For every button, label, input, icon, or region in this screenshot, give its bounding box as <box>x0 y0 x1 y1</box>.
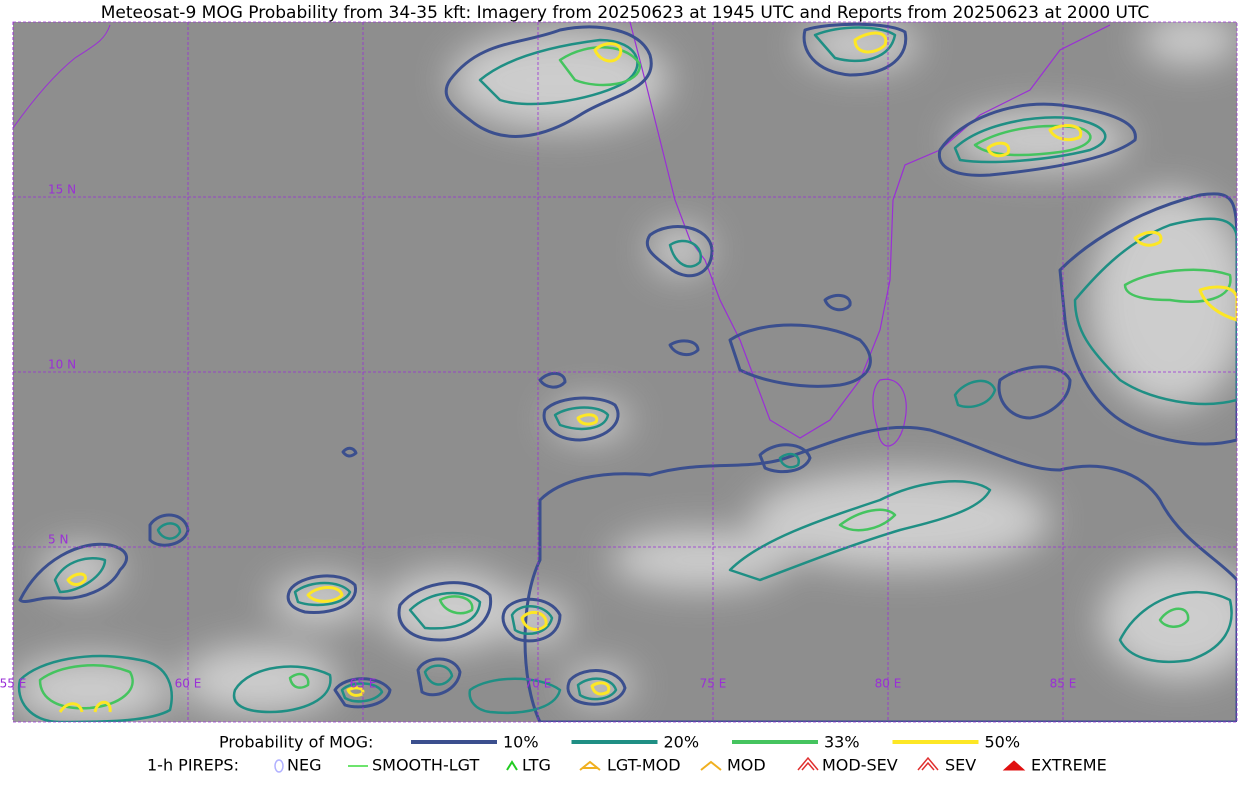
longitude-label: 85 E <box>1050 677 1077 691</box>
pirep-label: EXTREME <box>1031 756 1107 775</box>
pirep-label: SMOOTH-LGT <box>372 756 479 775</box>
pirep-label: MOD <box>727 756 766 775</box>
longitude-label: 80 E <box>875 677 902 691</box>
pirep-label: NEG <box>287 756 321 775</box>
latitude-label: 10 N <box>48 358 76 372</box>
legend-label: 33% <box>824 733 860 752</box>
icon-mod <box>700 760 722 771</box>
pireps-legend-title: 1-h PIREPS: <box>147 756 239 775</box>
icon-sev <box>917 756 939 771</box>
pirep-label: LTG <box>522 756 551 775</box>
legend: Probability of MOG: 10% 20% 33% 50% 1-h PIREP… <box>147 733 1107 775</box>
title: Meteosat-9 MOG Probability from 34-35 kf… <box>101 3 1150 23</box>
pirep-label: MOD-SEV <box>822 756 898 775</box>
legend-label: 10% <box>503 733 539 752</box>
icon-mod-sev <box>797 756 819 771</box>
map-border <box>12 21 1238 723</box>
icon-extreme <box>1002 760 1026 771</box>
pirep-label: LGT-MOD <box>607 756 681 775</box>
icon-lgt-mod <box>579 760 601 771</box>
longitude-label: 60 E <box>175 677 202 691</box>
pirep-label: SEV <box>945 756 976 775</box>
icon-ltg <box>506 760 518 771</box>
legend-label: 50% <box>985 733 1021 752</box>
icon-neg <box>274 759 284 773</box>
latitude-label: 5 N <box>48 533 68 547</box>
graticule: 15 N10 N5 N55 E 60 E 65 E 70 E 75 E 80 E 85 E <box>0 21 1238 723</box>
latitude-label: 15 N <box>48 183 76 197</box>
satellite-imagery <box>13 22 1237 722</box>
longitude-label: 65 E <box>350 677 377 691</box>
longitude-label: 75 E <box>700 677 727 691</box>
probability-legend-title: Probability of MOG: <box>219 733 373 752</box>
longitude-label: 70 E <box>525 677 552 691</box>
legend-label: 20% <box>664 733 700 752</box>
